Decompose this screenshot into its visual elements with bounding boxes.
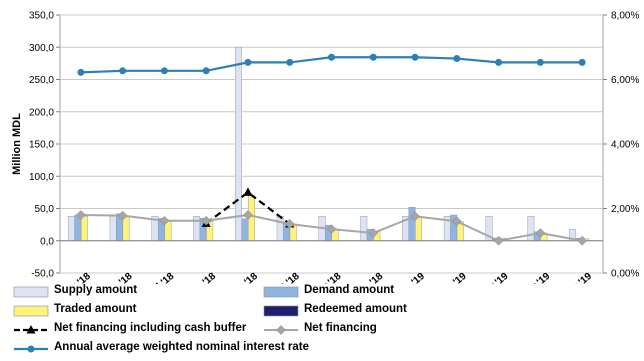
point <box>286 58 294 66</box>
point <box>411 53 419 61</box>
bar <box>109 216 117 241</box>
y-tick-label: 300,0 <box>29 43 54 54</box>
bar <box>360 216 368 241</box>
series-net-financing <box>76 210 587 246</box>
point <box>578 58 586 66</box>
point <box>243 210 253 220</box>
y-tick-label: 250,0 <box>29 75 54 86</box>
legend-swatch <box>263 305 299 317</box>
y-tick-label: 150,0 <box>29 140 54 151</box>
bar <box>527 216 535 241</box>
bar <box>80 216 88 241</box>
bar <box>67 216 75 241</box>
point <box>77 68 85 76</box>
legend-swatch <box>14 325 48 334</box>
series-demand-amount <box>74 207 583 241</box>
point <box>284 219 295 229</box>
y-tick-label: 350,0 <box>29 11 54 22</box>
point <box>201 215 212 226</box>
y2-tick-label: 4,00% <box>611 140 639 151</box>
bar <box>122 216 130 241</box>
point <box>495 58 503 66</box>
point <box>451 216 462 227</box>
legend-label: Annual average weighted nominal interest… <box>54 341 309 353</box>
chart-plot: -50,0 0,0 50,0 100,0 150,0 200,0 250,0 300,0 350… <box>11 11 639 285</box>
bar <box>241 218 249 241</box>
y-tick-label: 0,0 <box>40 236 54 247</box>
y-axis-title: Million MDL <box>11 113 23 175</box>
point <box>76 210 86 220</box>
point <box>119 67 127 75</box>
legend: Supply amount Demand amount Traded amount R… <box>12 284 442 361</box>
point <box>117 210 128 221</box>
point <box>159 215 170 226</box>
point <box>493 235 504 246</box>
bar <box>276 216 284 241</box>
point <box>160 67 168 75</box>
y-tick-label: 100,0 <box>29 172 54 183</box>
legend-swatch <box>13 286 49 298</box>
point <box>410 211 420 222</box>
y-tick-label: 200,0 <box>29 107 54 118</box>
y2-tick-label: 2,00% <box>611 204 639 215</box>
y-tick-label: 50,0 <box>35 204 55 215</box>
point <box>536 58 544 66</box>
y2-tick-label: 8,00% <box>611 11 639 22</box>
line <box>205 191 291 225</box>
legend-label: Net financing including cash buffer <box>54 322 247 334</box>
legend-swatch <box>264 325 298 335</box>
legend-label: Redeemed amount <box>304 303 407 315</box>
y2-tick-label: 0,00% <box>611 269 639 280</box>
point <box>453 55 461 63</box>
legend-label: Demand amount <box>304 284 395 296</box>
legend-swatch <box>13 305 49 317</box>
point <box>328 53 335 61</box>
legend-label: Net financing <box>304 322 377 334</box>
y2-tick-label: 6,00% <box>611 75 639 86</box>
point <box>202 67 210 75</box>
legend-swatch <box>14 345 48 353</box>
y-tick-label: -50,0 <box>31 269 54 280</box>
legend-swatch <box>263 286 299 298</box>
point <box>368 228 379 238</box>
point <box>369 53 377 61</box>
series-annual-average-weighted-nominal-interest-rate <box>77 53 586 76</box>
bar <box>235 47 242 241</box>
point <box>577 235 587 246</box>
bar <box>415 216 422 241</box>
point <box>244 58 252 66</box>
point <box>326 224 337 234</box>
point <box>535 228 546 238</box>
legend-label: Traded amount <box>54 303 137 315</box>
point <box>243 187 253 196</box>
legend-label: Supply amount <box>54 284 138 296</box>
